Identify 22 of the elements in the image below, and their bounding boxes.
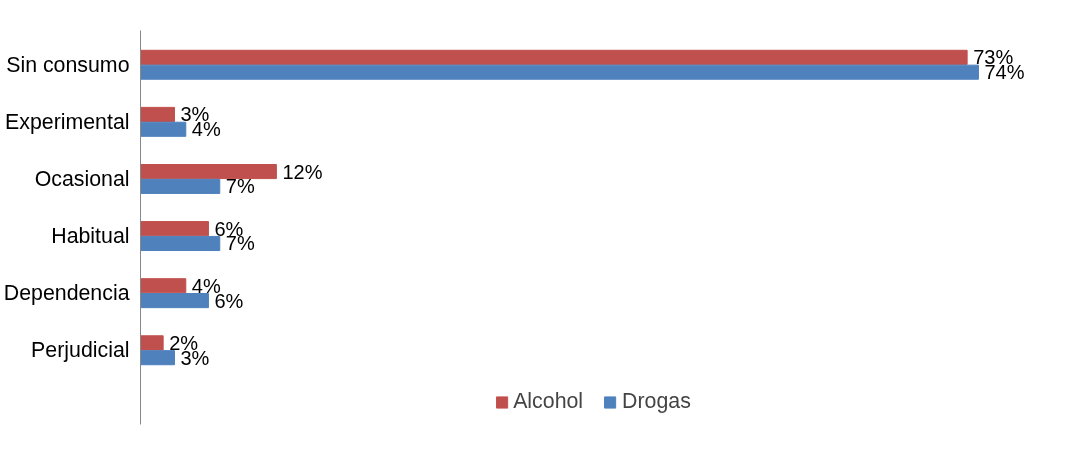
y-tick-label: Ocasional xyxy=(34,166,130,191)
bar xyxy=(140,64,979,80)
data-label: 7% xyxy=(225,175,255,198)
bar xyxy=(140,293,209,309)
bar xyxy=(140,178,221,194)
y-tick-label: Sin consumo xyxy=(6,52,130,77)
bar xyxy=(140,221,209,237)
legend-label: Alcohol xyxy=(513,389,584,414)
bar xyxy=(140,106,175,122)
y-tick-label: Perjudicial xyxy=(31,338,130,363)
bar xyxy=(140,121,187,137)
legend-label: Drogas xyxy=(622,389,691,414)
bar xyxy=(140,335,164,351)
data-label: 12% xyxy=(282,160,323,183)
y-tick-label: Habitual xyxy=(51,224,130,249)
bar xyxy=(140,278,187,294)
bar xyxy=(140,49,968,65)
y-tick-label: Dependencia xyxy=(3,281,130,306)
y-tick-label: Experimental xyxy=(5,109,130,134)
bar xyxy=(140,350,175,366)
bar xyxy=(140,235,221,252)
bar xyxy=(140,163,277,180)
